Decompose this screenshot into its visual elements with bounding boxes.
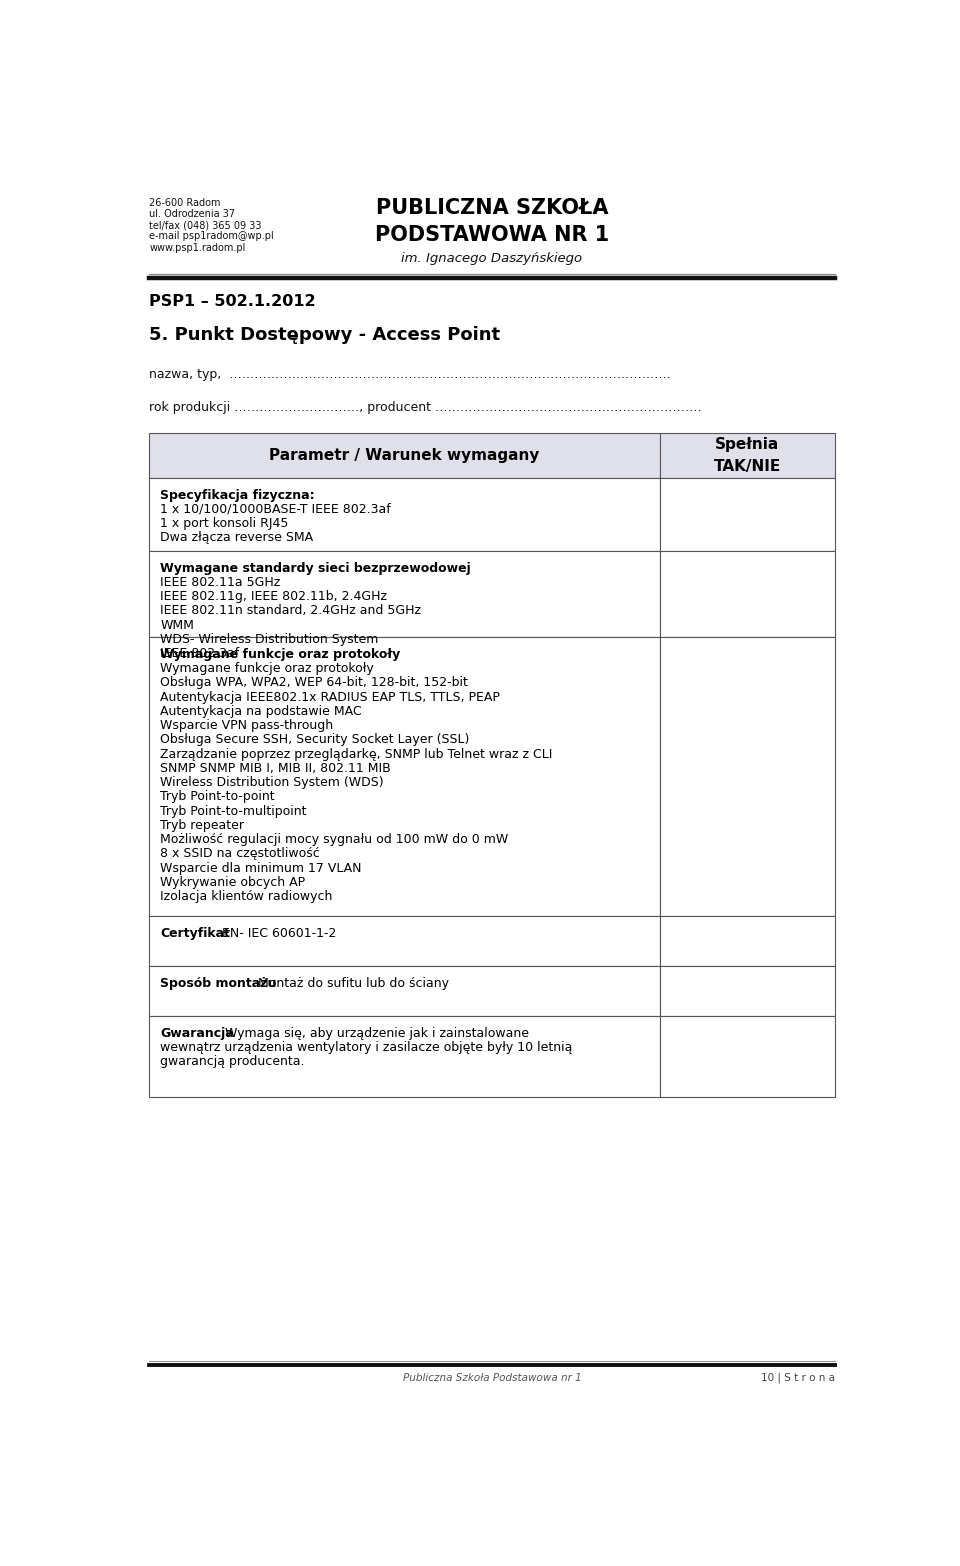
Text: Wireless Distribution System (WDS): Wireless Distribution System (WDS)	[160, 777, 384, 789]
Text: Parametr / Warunek wymagany: Parametr / Warunek wymagany	[270, 448, 540, 464]
Text: Wsparcie dla minimum 17 VLAN: Wsparcie dla minimum 17 VLAN	[160, 861, 362, 875]
Bar	[660, 966, 834, 1016]
Text: www.psp1.radom.pl: www.psp1.radom.pl	[150, 243, 246, 252]
Bar	[660, 637, 834, 916]
Text: 26-600 Radom: 26-600 Radom	[150, 197, 221, 208]
Bar	[150, 637, 660, 916]
Text: PUBLICZNA SZKOŁA: PUBLICZNA SZKOŁA	[375, 197, 609, 218]
Text: wewnątrz urządzenia wentylatory i zasilacze objęte były 10 letnią: wewnątrz urządzenia wentylatory i zasila…	[160, 1041, 573, 1054]
Bar	[660, 434, 834, 478]
Text: Autentykacja na podstawie MAC: Autentykacja na podstawie MAC	[160, 705, 362, 717]
Text: IEEE 802.11a 5GHz: IEEE 802.11a 5GHz	[160, 576, 280, 589]
Bar	[660, 1016, 834, 1096]
Bar	[150, 916, 660, 966]
Text: PODSTAWOWA NR 1: PODSTAWOWA NR 1	[374, 226, 610, 244]
Text: 8 x SSID na częstotliwość: 8 x SSID na częstotliwość	[160, 847, 320, 860]
Text: SNMP SNMP MIB I, MIB II, 802.11 MIB: SNMP SNMP MIB I, MIB II, 802.11 MIB	[160, 763, 391, 775]
Text: Izolacja klientów radiowych: Izolacja klientów radiowych	[160, 889, 333, 904]
Text: Specyfikacja fizyczna:: Specyfikacja fizyczna:	[160, 489, 315, 501]
Text: Autentykacja IEEE802.1x RADIUS EAP TLS, TTLS, PEAP: Autentykacja IEEE802.1x RADIUS EAP TLS, …	[160, 691, 500, 703]
Text: Montaż do sufitu lub do ściany: Montaż do sufitu lub do ściany	[254, 977, 449, 990]
Bar	[660, 916, 834, 966]
Text: Tryb Point-to-multipoint: Tryb Point-to-multipoint	[160, 805, 307, 817]
Bar	[150, 966, 660, 1016]
Text: nazwa, typ,  …………………………………………………………………………………………….: nazwa, typ, ……………………………………………………………………………	[150, 368, 671, 382]
Bar	[150, 1016, 660, 1096]
Text: WMM: WMM	[160, 619, 194, 631]
Bar	[660, 478, 834, 551]
Text: Tryb Point-to-point: Tryb Point-to-point	[160, 791, 275, 803]
Bar	[150, 478, 660, 551]
Text: Wsparcie VPN pass-through: Wsparcie VPN pass-through	[160, 719, 333, 733]
Text: e-mail psp1radom@wp.pl: e-mail psp1radom@wp.pl	[150, 232, 275, 241]
Text: PSP1 – 502.1.2012: PSP1 – 502.1.2012	[150, 294, 316, 309]
Text: Wymagane funkcje oraz protokoły: Wymagane funkcje oraz protokoły	[160, 648, 400, 661]
Text: Wymaga się, aby urządzenie jak i zainstalowane: Wymaga się, aby urządzenie jak i zainsta…	[222, 1027, 529, 1040]
Text: Certyfikat: Certyfikat	[160, 927, 230, 940]
Text: Gwarancja: Gwarancja	[160, 1027, 234, 1040]
Text: im. Ignacego Daszyńskiego: im. Ignacego Daszyńskiego	[401, 252, 583, 265]
Text: Możliwość regulacji mocy sygnału od 100 mW do 0 mW: Możliwość regulacji mocy sygnału od 100 …	[160, 833, 509, 846]
Text: tel/fax (048) 365 09 33: tel/fax (048) 365 09 33	[150, 221, 262, 230]
Text: 1 x 10/100/1000BASE-T IEEE 802.3af: 1 x 10/100/1000BASE-T IEEE 802.3af	[160, 503, 391, 515]
Text: IEEE 802.3af: IEEE 802.3af	[160, 647, 240, 661]
Text: WDS- Wireless Distribution System: WDS- Wireless Distribution System	[160, 633, 378, 647]
Text: Obsługa Secure SSH, Security Socket Layer (SSL): Obsługa Secure SSH, Security Socket Laye…	[160, 733, 469, 747]
Text: Spełnia
TAK/NIE: Spełnia TAK/NIE	[713, 437, 780, 474]
Bar	[660, 551, 834, 637]
Bar	[150, 434, 660, 478]
Text: 10 | S t r o n a: 10 | S t r o n a	[760, 1373, 834, 1383]
Text: Wykrywanie obcych AP: Wykrywanie obcych AP	[160, 875, 305, 889]
Text: Dwa złącza reverse SMA: Dwa złącza reverse SMA	[160, 531, 313, 545]
Bar	[150, 551, 660, 637]
Text: 1 x port konsoli RJ45: 1 x port konsoli RJ45	[160, 517, 289, 531]
Text: Zarządzanie poprzez przeglądarkę, SNMP lub Telnet wraz z CLI: Zarządzanie poprzez przeglądarkę, SNMP l…	[160, 747, 553, 761]
Text: IEEE 802.11g, IEEE 802.11b, 2.4GHz: IEEE 802.11g, IEEE 802.11b, 2.4GHz	[160, 590, 387, 603]
Text: Publiczna Szkoła Podstawowa nr 1: Publiczna Szkoła Podstawowa nr 1	[402, 1373, 582, 1383]
Text: rok produkcji …………………………, producent ……………………………………………………….: rok produkcji …………………………, producent ……………	[150, 401, 702, 413]
Text: 5. Punkt Dostępowy - Access Point: 5. Punkt Dostępowy - Access Point	[150, 326, 500, 345]
Text: Sposób montażu: Sposób montażu	[160, 977, 276, 990]
Text: gwarancją producenta.: gwarancją producenta.	[160, 1055, 305, 1068]
Text: Wymagane standardy sieci bezprzewodowej: Wymagane standardy sieci bezprzewodowej	[160, 562, 471, 575]
Text: Tryb repeater: Tryb repeater	[160, 819, 244, 832]
Text: EN- IEC 60601-1-2: EN- IEC 60601-1-2	[219, 927, 337, 940]
Text: Obsługa WPA, WPA2, WEP 64-bit, 128-bit, 152-bit: Obsługa WPA, WPA2, WEP 64-bit, 128-bit, …	[160, 677, 468, 689]
Text: ul. Odrodzenia 37: ul. Odrodzenia 37	[150, 210, 235, 219]
Text: Wymagane funkcje oraz protokoły: Wymagane funkcje oraz protokoły	[160, 662, 374, 675]
Text: IEEE 802.11n standard, 2.4GHz and 5GHz: IEEE 802.11n standard, 2.4GHz and 5GHz	[160, 604, 421, 617]
